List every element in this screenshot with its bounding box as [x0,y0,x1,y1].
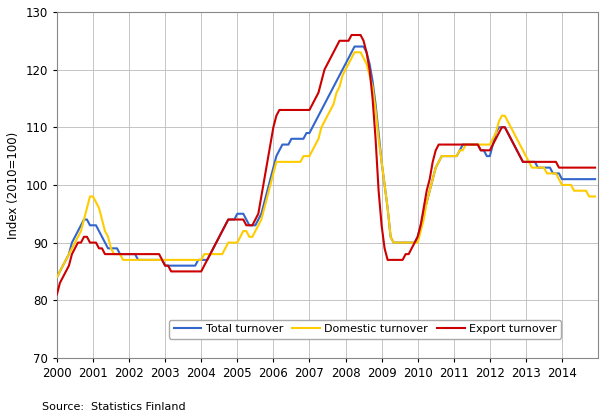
Domestic turnover [62,258,70,262]
Domestic turnover [165,258,172,262]
Text: Source:  Statistics Finland: Source: Statistics Finland [42,402,186,412]
Total turnover [116,252,123,257]
Domestic turnover [53,275,60,280]
Total turnover [53,275,60,280]
Y-axis label: Index (2010=100): Index (2010=100) [7,131,20,238]
Export turnover [53,292,60,297]
Domestic turnover [116,252,123,257]
Domestic turnover [351,50,358,55]
Export turnover [165,263,172,268]
Total turnover [165,263,172,268]
Domestic turnover [534,165,541,170]
Export turnover [577,165,584,170]
Export turnover [592,165,599,170]
Domestic turnover [592,194,599,199]
Line: Domestic turnover: Domestic turnover [57,52,595,277]
Line: Total turnover: Total turnover [57,47,595,277]
Export turnover [62,269,70,274]
Total turnover [258,211,265,216]
Domestic turnover [258,217,265,222]
Line: Export turnover: Export turnover [57,35,595,295]
Export turnover [116,252,123,257]
Domestic turnover [577,188,584,193]
Export turnover [348,32,355,37]
Total turnover [351,44,358,49]
Total turnover [592,177,599,182]
Legend: Total turnover, Domestic turnover, Export turnover: Total turnover, Domestic turnover, Expor… [169,319,561,339]
Total turnover [534,165,541,170]
Total turnover [62,258,70,262]
Export turnover [534,159,541,164]
Total turnover [577,177,584,182]
Export turnover [258,194,265,199]
